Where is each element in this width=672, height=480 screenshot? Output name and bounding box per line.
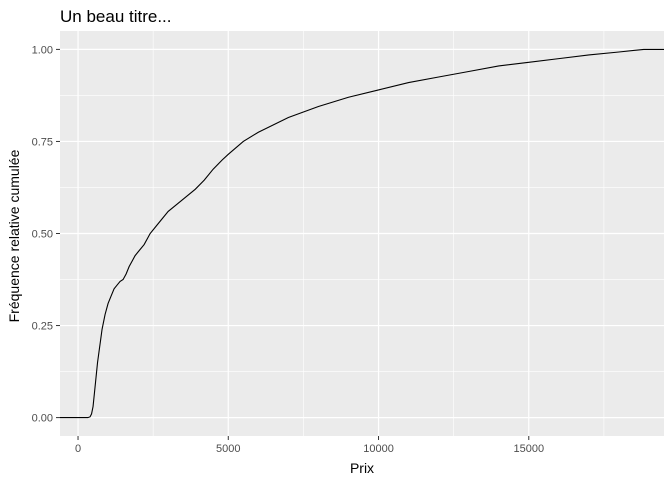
y-tick-label: 1.00 (32, 44, 53, 56)
x-tick-label: 15000 (513, 443, 544, 455)
x-tick-label: 0 (75, 443, 81, 455)
y-axis: 0.00 0.25 0.50 0.75 1.00 (32, 44, 60, 424)
y-tick-label: 0.75 (32, 136, 53, 148)
x-tick-label: 10000 (363, 443, 394, 455)
y-axis-title: Fréquence relative cumulée (6, 149, 22, 322)
x-axis: 0 5000 10000 15000 (75, 436, 544, 455)
y-tick-label: 0.25 (32, 321, 53, 333)
x-axis-title: Prix (350, 460, 374, 476)
chart-title: Un beau titre... (60, 7, 172, 26)
y-tick-label: 0.50 (32, 229, 53, 241)
y-tick-label: 0.00 (32, 413, 53, 425)
x-tick-label: 5000 (216, 443, 240, 455)
